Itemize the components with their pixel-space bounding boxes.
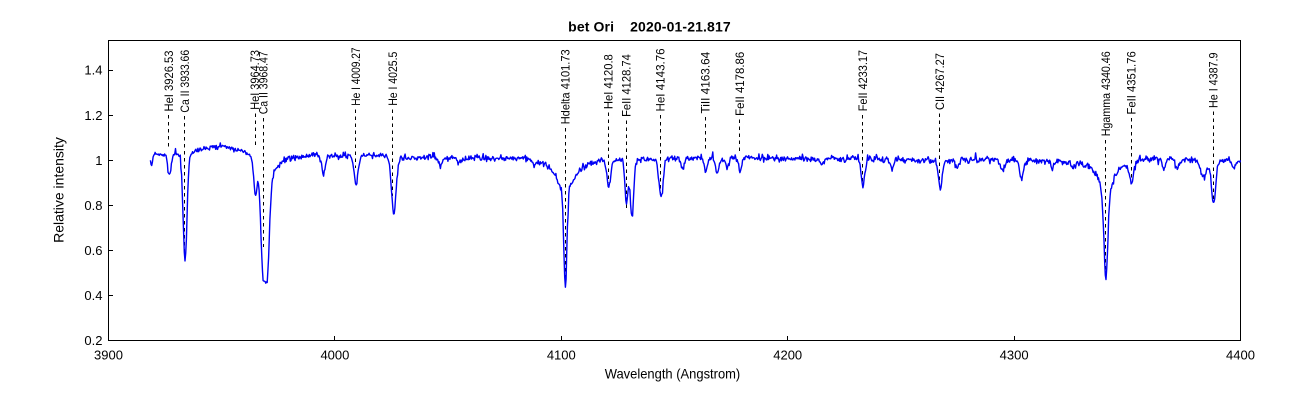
svg-text:Wavelength (Angstrom): Wavelength (Angstrom) <box>605 366 741 382</box>
svg-text:bet Ori 2020-01-21.817: bet Ori 2020-01-21.817 <box>568 19 731 35</box>
svg-text:HeI 4143.76: HeI 4143.76 <box>654 48 668 111</box>
svg-text:He I 4025.5: He I 4025.5 <box>386 51 400 105</box>
svg-text:0.6: 0.6 <box>84 243 102 258</box>
svg-text:4000: 4000 <box>320 348 349 363</box>
svg-text:He I 4009.27: He I 4009.27 <box>349 47 363 106</box>
svg-text:1.4: 1.4 <box>84 63 102 78</box>
svg-text:FeII 4233.17: FeII 4233.17 <box>856 50 870 112</box>
svg-text:Relative intensity: Relative intensity <box>51 137 67 243</box>
svg-text:Hgamma 4340.46: Hgamma 4340.46 <box>1099 51 1113 136</box>
svg-text:FeII 4351.76: FeII 4351.76 <box>1125 51 1139 114</box>
svg-text:HeI 3926.53: HeI 3926.53 <box>162 50 176 111</box>
svg-text:3900: 3900 <box>94 348 123 363</box>
svg-text:4100: 4100 <box>547 348 576 363</box>
svg-text:Ca II 3968.47: Ca II 3968.47 <box>257 51 271 114</box>
svg-text:4400: 4400 <box>1226 348 1255 363</box>
svg-text:4200: 4200 <box>773 348 802 363</box>
svg-text:CII 4267.27: CII 4267.27 <box>933 53 947 110</box>
svg-text:Hdelta 4101.73: Hdelta 4101.73 <box>558 49 572 124</box>
svg-text:4300: 4300 <box>1000 348 1029 363</box>
svg-text:Ca II 3933.66: Ca II 3933.66 <box>178 50 192 113</box>
svg-text:0.2: 0.2 <box>84 333 102 348</box>
svg-text:He I 4387.9: He I 4387.9 <box>1206 52 1220 108</box>
svg-text:TiII 4163.64: TiII 4163.64 <box>699 51 713 113</box>
svg-text:HeI 4120.8: HeI 4120.8 <box>602 54 616 109</box>
svg-text:HeI 3964.73: HeI 3964.73 <box>248 50 262 110</box>
svg-text:1.2: 1.2 <box>84 108 102 123</box>
svg-text:FeII 4178.86: FeII 4178.86 <box>733 51 747 115</box>
svg-text:0.8: 0.8 <box>84 198 102 213</box>
svg-text:FeII 4128.74: FeII 4128.74 <box>620 54 634 117</box>
svg-text:0.4: 0.4 <box>84 288 102 303</box>
svg-text:1: 1 <box>95 153 102 168</box>
